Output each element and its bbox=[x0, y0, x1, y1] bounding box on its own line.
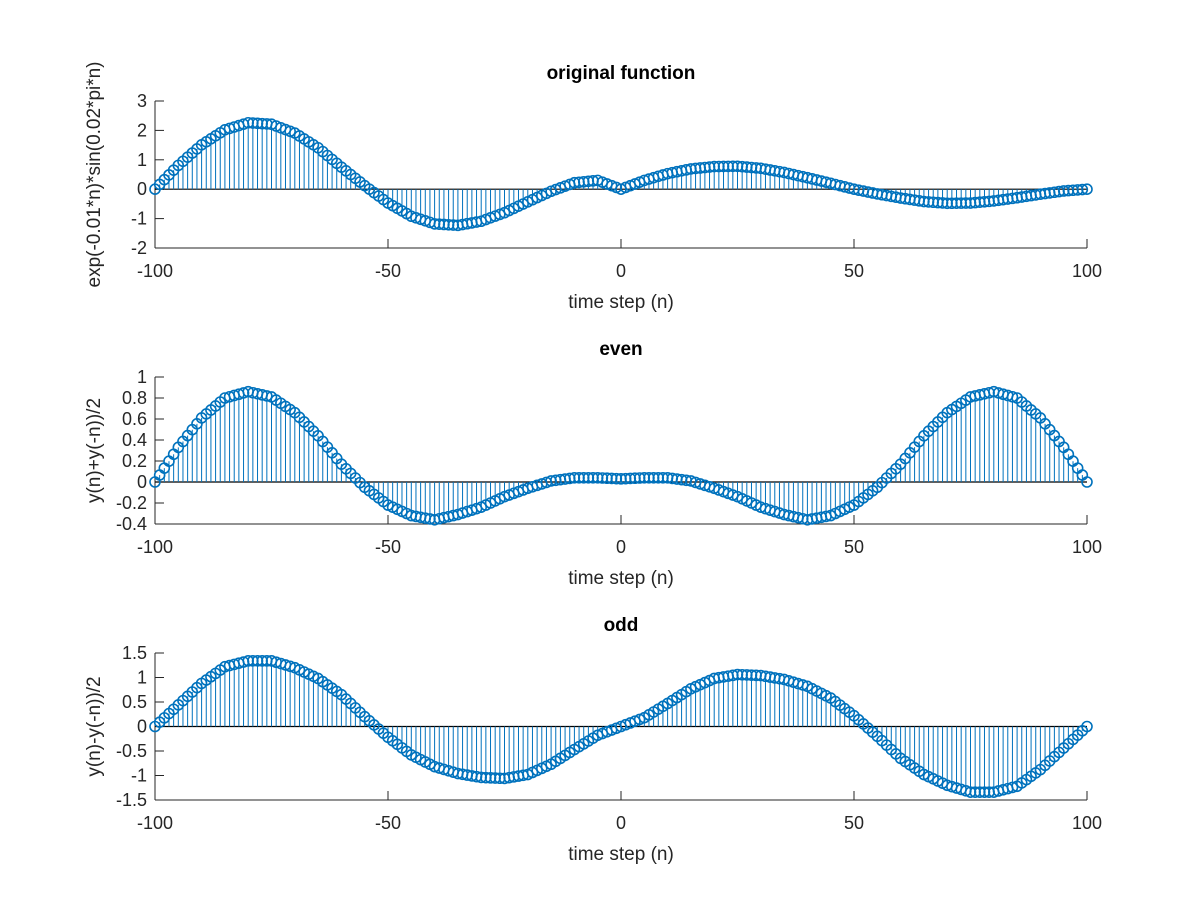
x-tick-label: 0 bbox=[616, 261, 626, 281]
x-tick-label: 0 bbox=[616, 813, 626, 833]
y-tick-label: -2 bbox=[131, 238, 147, 258]
y-tick-label: 1 bbox=[137, 150, 147, 170]
subplot-2: -100 -50 0 50 100-0.4-0.200.20.40.60.81event… bbox=[84, 339, 1102, 589]
y-tick-label: -0.2 bbox=[116, 493, 147, 513]
x-tick-label: 50 bbox=[844, 537, 864, 557]
subplot-1: -100 -50 0 50 100 -2 -1 0 1 2 3 original function ti… bbox=[84, 61, 1102, 313]
subplot-3: -100 -50 0 50 100 -1.5 -1 -0.5 0 0.5 1 1.5 odd time s… bbox=[84, 615, 1102, 865]
x-tick-label: -100 bbox=[137, 261, 173, 281]
x-tick-label: -100 bbox=[137, 537, 173, 557]
y-tick-label: 3 bbox=[137, 91, 147, 111]
x-tick-label: 50 bbox=[844, 813, 864, 833]
y-tick-label: 1.5 bbox=[122, 643, 147, 663]
y-tick-label: 0.2 bbox=[122, 451, 147, 471]
stem-marker bbox=[1006, 390, 1019, 403]
y-tick-label: 0.6 bbox=[122, 409, 147, 429]
x-tick-label: 50 bbox=[844, 261, 864, 281]
y-tick-label: -1 bbox=[131, 209, 147, 229]
x-tick-label: -50 bbox=[375, 261, 401, 281]
x-axis-label: time step (n) bbox=[568, 292, 674, 313]
y-tick-label: 1 bbox=[137, 668, 147, 688]
y-axis-label: exp(-0.01*n)*sin(0.02*pi*n) bbox=[84, 61, 105, 287]
stem-marker bbox=[1081, 720, 1093, 733]
y-tick-label: 0 bbox=[137, 179, 147, 199]
x-tick-label: 0 bbox=[616, 537, 626, 557]
stem-series bbox=[149, 385, 1093, 526]
x-tick-label: 100 bbox=[1072, 261, 1102, 281]
x-tick-label: 100 bbox=[1072, 537, 1102, 557]
y-tick-label: 0 bbox=[137, 717, 147, 737]
y-tick-label: -1 bbox=[131, 766, 147, 786]
x-tick-label: -100 bbox=[137, 813, 173, 833]
y-tick-label: -1.5 bbox=[116, 790, 147, 810]
stem-marker bbox=[1081, 183, 1093, 195]
y-tick-label: -0.4 bbox=[116, 514, 147, 534]
y-tick-label: 1 bbox=[137, 367, 147, 387]
x-tick-label: -50 bbox=[375, 537, 401, 557]
y-tick-label: 0 bbox=[137, 472, 147, 492]
chart-title: odd bbox=[604, 615, 639, 636]
y-tick-label: 0.5 bbox=[122, 692, 147, 712]
stem-marker bbox=[1081, 476, 1093, 488]
y-tick-label: -0.5 bbox=[116, 741, 147, 761]
stem-series bbox=[149, 116, 1093, 232]
x-axis-label: time step (n) bbox=[568, 568, 674, 589]
y-axis-label: y(n)+y(-n))/2 bbox=[84, 398, 105, 503]
x-tick-label: -50 bbox=[375, 813, 401, 833]
x-tick-label: 100 bbox=[1072, 813, 1102, 833]
y-axis-label: y(n)-y(-n))/2 bbox=[84, 676, 105, 776]
stem-series bbox=[149, 655, 1093, 798]
stem-marker bbox=[261, 390, 273, 402]
chart-title: even bbox=[599, 339, 642, 360]
y-tick-label: 0.8 bbox=[122, 388, 147, 408]
stem-marker bbox=[1076, 183, 1089, 196]
chart-title: original function bbox=[547, 63, 696, 84]
x-axis-label: time step (n) bbox=[568, 844, 674, 865]
y-tick-label: 0.4 bbox=[122, 430, 147, 450]
y-tick-label: 2 bbox=[137, 120, 147, 140]
stem-marker bbox=[1006, 781, 1019, 794]
